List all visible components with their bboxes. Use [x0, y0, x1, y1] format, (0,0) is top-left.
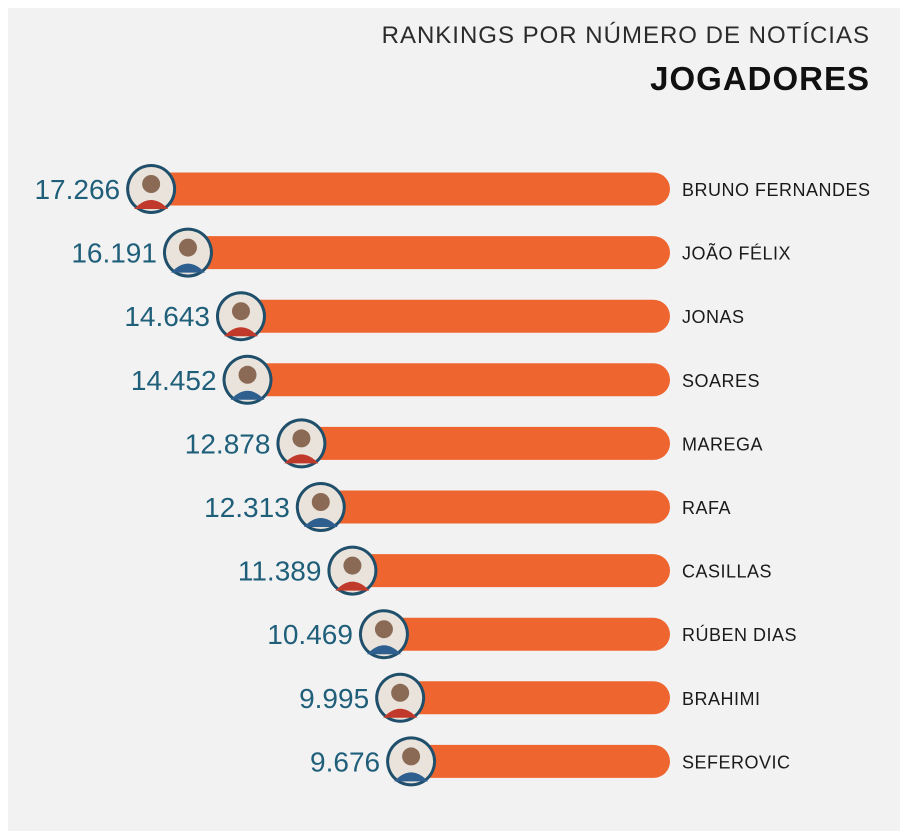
category-label: JOÃO FÉLIX [682, 243, 791, 264]
category-label: BRUNO FERNANDES [682, 180, 871, 200]
category-label: RÚBEN DIAS [682, 624, 797, 645]
category-label: BRAHIMI [682, 689, 761, 709]
player-photo-icon [162, 227, 213, 278]
bar-row: 12.313 RAFA [204, 482, 731, 532]
category-label: RAFA [682, 498, 731, 518]
player-photo-icon [215, 291, 266, 342]
player-photo-icon [358, 609, 409, 660]
value-label: 10.469 [267, 619, 353, 650]
player-photo-icon [295, 482, 346, 532]
bar [409, 744, 670, 778]
bar [381, 617, 670, 651]
bar-row: 12.878 MAREGA [185, 418, 763, 469]
bar [350, 554, 670, 588]
player-photo-icon [386, 736, 437, 787]
bar [245, 363, 671, 397]
value-label: 17.266 [34, 174, 120, 205]
player-photo-icon [375, 672, 426, 723]
bar-row: 14.452 SOARES [131, 354, 760, 405]
category-label: MAREGA [682, 434, 763, 454]
bar-row: 17.266 BRUNO FERNANDES [34, 164, 870, 214]
bar [238, 299, 671, 333]
value-label: 16.191 [71, 238, 157, 269]
bar [185, 236, 670, 270]
category-label: JONAS [682, 307, 745, 327]
bar [299, 426, 670, 460]
player-photo-icon [276, 418, 327, 469]
value-label: 11.389 [238, 556, 322, 587]
value-label: 12.313 [204, 492, 290, 523]
bar [398, 681, 670, 715]
value-label: 9.676 [310, 746, 380, 777]
value-label: 12.878 [185, 428, 271, 459]
value-label: 14.643 [124, 301, 210, 332]
chart-subtitle: RANKINGS POR NÚMERO DE NOTÍCIAS [381, 22, 870, 49]
value-label: 14.452 [131, 365, 217, 396]
player-photo-icon [327, 545, 378, 596]
bar-row: 9.995 BRAHIMI [299, 672, 761, 723]
category-label: SEFEROVIC [682, 752, 791, 772]
player-photo-icon [222, 354, 273, 405]
bar-row: 9.676 SEFEROVIC [310, 736, 791, 787]
value-label: 9.995 [299, 683, 369, 714]
chart-title: JOGADORES [650, 60, 870, 97]
bar-row: 16.191 JOÃO FÉLIX [71, 227, 791, 278]
category-label: CASILLAS [682, 562, 772, 582]
player-photo-icon [126, 164, 177, 214]
bar [149, 172, 670, 206]
bar-row: 10.469 RÚBEN DIAS [267, 609, 797, 660]
bar-row: 11.389 CASILLAS [238, 545, 772, 596]
category-label: SOARES [682, 371, 760, 391]
bar [318, 490, 670, 524]
bar-row: 14.643 JONAS [124, 291, 745, 342]
